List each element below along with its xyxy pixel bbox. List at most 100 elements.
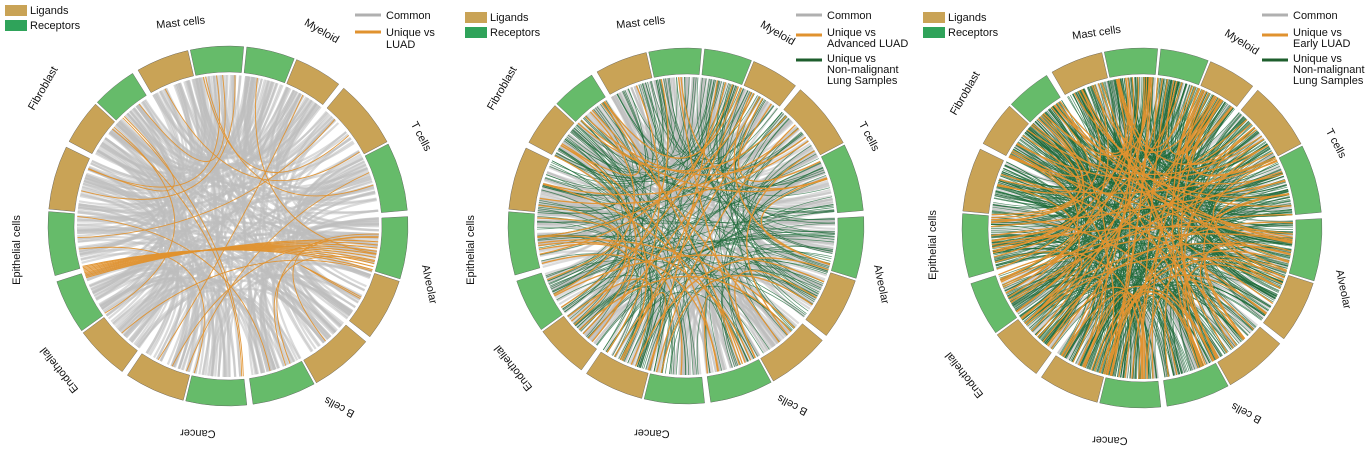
- chord-unique-luad: [587, 96, 761, 339]
- segment-label-alveolar: Alveolar: [871, 264, 891, 306]
- chord-unique-luad: [1041, 114, 1109, 369]
- segment-ligand-arc: [82, 317, 138, 372]
- segment-receptor-arc: [185, 375, 248, 407]
- legend-unique-luad-label-1: Unique vs: [827, 27, 876, 39]
- chord-unique-nonmalignant: [542, 183, 835, 234]
- segment-ligand-arc: [586, 351, 649, 399]
- chord-common: [260, 287, 332, 369]
- chord-unique-luad: [993, 119, 1248, 258]
- chord-unique-nonmalignant: [574, 126, 770, 350]
- chord-unique-nonmalignant: [562, 230, 835, 311]
- segment-receptor-arc: [556, 74, 606, 122]
- segment-ligand-arc: [48, 146, 90, 212]
- chord-unique-nonmalignant: [578, 285, 653, 368]
- chord-unique-luad: [299, 264, 362, 299]
- chord-unique-luad: [994, 250, 1143, 380]
- chord-unique-luad: [186, 172, 370, 372]
- chord-unique-luad: [990, 180, 1286, 228]
- chord-unique-luad: [164, 88, 360, 182]
- chord-unique-nonmalignant: [1203, 119, 1290, 205]
- chord-unique-luad: [1106, 294, 1146, 380]
- chord-unique-luad: [1110, 79, 1131, 376]
- chord-unique-luad: [591, 109, 780, 343]
- segment-label-t-cells: T cells: [856, 120, 882, 154]
- chord-unique-nonmalignant: [1005, 265, 1265, 317]
- segment-ligand-arc: [68, 103, 115, 154]
- segment-ligand-arc: [1200, 61, 1254, 107]
- chord-unique-nonmalignant: [716, 81, 835, 235]
- chord-unique-luad: [635, 257, 829, 367]
- segment-label-endothelial: Endothelial: [38, 345, 81, 395]
- panel-2-ring: [505, 45, 867, 407]
- chord-unique-luad: [112, 128, 243, 377]
- chord-unique-luad: [541, 253, 720, 372]
- chord-unique-luad: [1183, 127, 1256, 366]
- chord-unique-nonmalignant: [1086, 121, 1250, 369]
- chord-unique-luad: [1072, 77, 1132, 363]
- chord-unique-luad: [1180, 99, 1222, 362]
- chord-unique-nonmalignant: [713, 84, 753, 158]
- segment-ligand-arc: [349, 273, 400, 338]
- chord-unique-nonmalignant: [1044, 112, 1202, 367]
- chord-unique-nonmalignant: [571, 125, 631, 178]
- segment-ligand-arc: [743, 61, 796, 107]
- chord-common: [83, 180, 343, 327]
- chord-unique-luad: [998, 160, 1278, 194]
- chord-unique-luad: [1101, 82, 1238, 347]
- legend-receptors-label: Receptors: [490, 27, 541, 39]
- segment-receptor-arc: [190, 45, 244, 76]
- segment-ligand-arc: [760, 323, 823, 382]
- legend-unique-nonmalignant-label-2: Non-malignant: [827, 64, 899, 76]
- chord-common: [79, 183, 156, 254]
- chord-unique-luad: [78, 246, 205, 374]
- chord-unique-nonmalignant: [1016, 143, 1281, 290]
- chord-unique-nonmalignant: [552, 234, 835, 293]
- chord-common: [100, 111, 329, 180]
- segment-receptor-arc: [831, 216, 865, 279]
- chord-common: [550, 119, 792, 291]
- chord-common: [100, 277, 200, 373]
- chord-unique-nonmalignant: [1212, 156, 1293, 216]
- chord-common: [297, 153, 379, 232]
- segment-ligand-arc: [528, 105, 575, 155]
- chord-unique-nonmalignant: [657, 76, 686, 153]
- segment-label-endothelial: Endothelial: [943, 350, 986, 400]
- chord-unique-luad: [1077, 292, 1131, 379]
- chord-unique-luad: [1118, 138, 1265, 378]
- chord-unique-luad: [553, 111, 635, 296]
- legend-receptors-swatch: [465, 27, 487, 38]
- chord-common: [115, 97, 309, 171]
- panel-3-legend-right: Common Unique vs Early LUAD Unique vs No…: [1262, 10, 1365, 87]
- legend-unique-nonmalignant-label-3: Lung Samples: [827, 75, 898, 87]
- segment-label-b-cells: B cells: [775, 392, 810, 418]
- chord-unique-luad: [613, 291, 666, 371]
- chord-unique-nonmalignant: [576, 286, 675, 375]
- chord-unique-luad: [537, 217, 619, 281]
- chord-unique-luad: [603, 101, 744, 365]
- chord-unique-luad: [1024, 276, 1104, 366]
- chord-unique-nonmalignant: [996, 186, 1073, 299]
- segment-ligand-arc: [805, 272, 856, 336]
- chord-common: [243, 77, 278, 155]
- chord-unique-nonmalignant: [734, 96, 836, 224]
- chord-unique-luad: [1184, 263, 1281, 368]
- legend-receptors-label: Receptors: [30, 20, 81, 32]
- panel-1-chords: [76, 74, 380, 378]
- chord-common: [173, 84, 231, 378]
- chord-unique-luad: [121, 259, 373, 334]
- chord-unique-nonmalignant: [576, 124, 698, 375]
- legend-unique-luad-label-1: Unique vs: [386, 27, 435, 39]
- segment-ligand-arc: [996, 319, 1052, 374]
- chord-unique-nonmalignant: [603, 79, 716, 351]
- chord-unique-luad: [991, 118, 1083, 216]
- chord-unique-nonmalignant: [1072, 298, 1135, 379]
- chord-unique-nonmalignant: [554, 131, 625, 186]
- chord-unique-luad: [538, 204, 628, 326]
- chord-common: [125, 110, 179, 339]
- legend-common-label: Common: [386, 10, 431, 22]
- chord-unique-luad: [88, 75, 221, 188]
- chord-unique-luad: [554, 254, 825, 297]
- chord-unique-nonmalignant: [753, 248, 832, 305]
- chord-common: [135, 104, 184, 347]
- segment-label-fibroblast: Fibroblast: [948, 70, 983, 118]
